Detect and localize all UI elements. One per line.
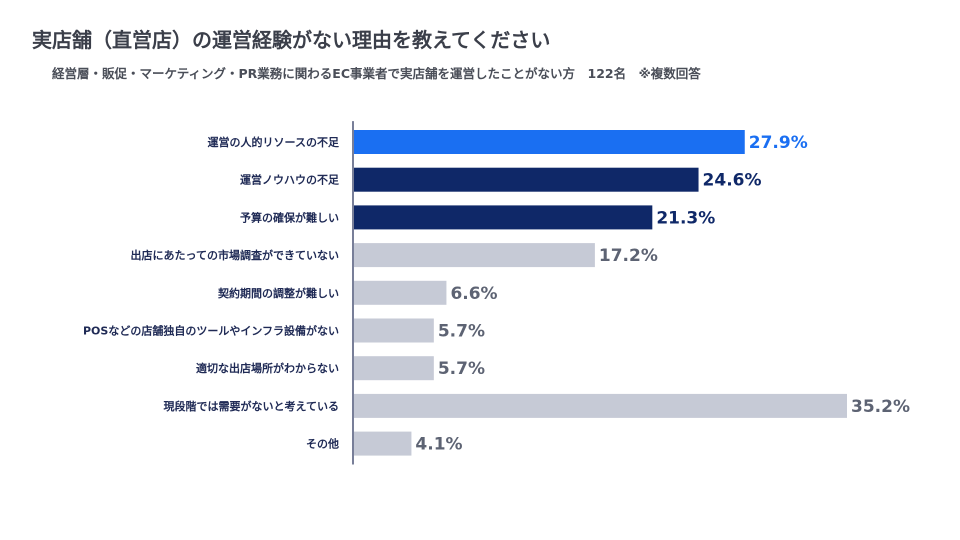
category-label: その他 bbox=[306, 437, 339, 451]
value-label: 17.2% bbox=[599, 246, 658, 266]
value-label: 6.6% bbox=[450, 284, 497, 304]
bar bbox=[354, 167, 699, 192]
value-label: 24.6% bbox=[703, 171, 762, 191]
bar bbox=[354, 318, 434, 343]
value-label: 27.9% bbox=[749, 133, 808, 153]
category-label: 予算の確保が難しい bbox=[240, 210, 339, 224]
category-label: 運営ノウハウの不足 bbox=[240, 173, 340, 187]
category-label: POSなどの店舗独自のツールやインフラ設備がない bbox=[83, 324, 339, 338]
value-label: 21.3% bbox=[656, 208, 715, 228]
value-label: 5.7% bbox=[438, 359, 485, 379]
category-label: 適切な出店場所がわからない bbox=[196, 361, 339, 375]
value-label: 35.2% bbox=[851, 397, 910, 417]
bar bbox=[354, 280, 447, 305]
category-label: 運営の人的リソースの不足 bbox=[208, 135, 340, 149]
bar bbox=[354, 393, 847, 418]
value-label: 5.7% bbox=[438, 322, 485, 342]
bar bbox=[354, 205, 653, 230]
category-label: 出店にあたっての市場調査ができていない bbox=[131, 248, 339, 262]
bar bbox=[354, 130, 745, 154]
category-label: 現段階では需要がないと考えている bbox=[164, 399, 339, 413]
bar bbox=[354, 243, 595, 268]
bar bbox=[354, 431, 412, 456]
value-label: 4.1% bbox=[415, 435, 462, 455]
chart-title: 実店舗（直営店）の運営経験がない理由を教えてください bbox=[32, 28, 551, 52]
chart-subtitle: 経営層・販促・マーケティング・PR業務に関わるEC事業者で実店舗を運営したことが… bbox=[52, 66, 701, 81]
bar bbox=[354, 356, 434, 381]
category-label: 契約期間の調整が難しい bbox=[217, 286, 339, 300]
